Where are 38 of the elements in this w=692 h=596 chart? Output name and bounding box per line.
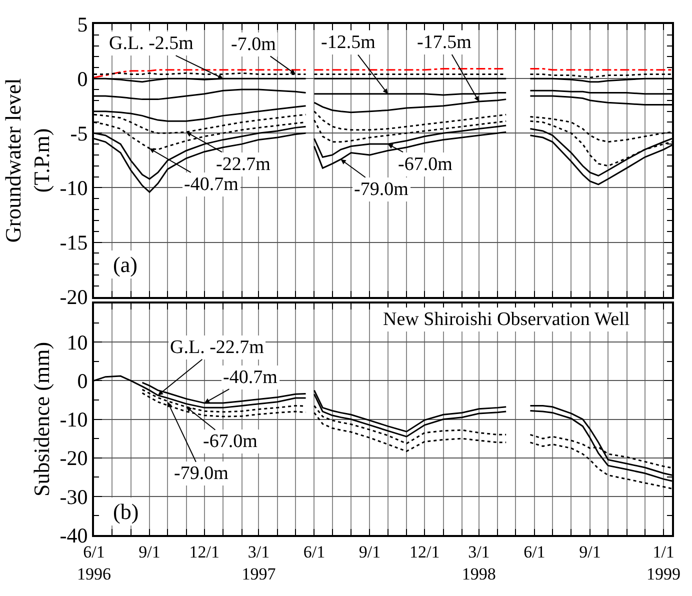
x-tick-label: 6/1: [524, 542, 546, 562]
annotation: -7.0m: [231, 34, 276, 55]
annotation: -17.5m: [417, 32, 472, 53]
x-tick-label: 6/1: [303, 542, 326, 562]
annotation: G.L. -2.5m: [109, 33, 194, 54]
y-tick-label: -15: [60, 230, 88, 255]
annotation: (b): [113, 499, 139, 524]
y-tick-label: 0: [77, 369, 88, 394]
annotation: -22.7m: [216, 154, 271, 175]
y-tick-label: 5: [77, 12, 88, 36]
y-tick-label: -20: [60, 285, 88, 310]
y-tick-label: -10: [60, 408, 88, 432]
y-axis-title: Subsidence (mm): [29, 342, 54, 497]
annotation: New Shiroishi Observation Well: [383, 309, 630, 330]
x-tick-label: 3/1 1998: [462, 542, 496, 584]
x-tick-label: 1/1 1999: [646, 542, 681, 584]
x-tick-label: 9/1: [358, 542, 381, 562]
x-tick-label: 12/1: [410, 542, 440, 562]
y-tick-label: -5: [70, 122, 88, 146]
y-tick-label: -10: [60, 176, 88, 200]
y-tick-label: -20: [60, 446, 88, 470]
y-tick-label: -30: [60, 484, 88, 509]
x-tick-label: 9/1: [138, 542, 160, 562]
annotation: -79.0m: [174, 463, 229, 484]
annotation: -79.0m: [354, 179, 409, 200]
annotation: -40.7m: [223, 367, 278, 388]
annotation: -12.5m: [321, 32, 376, 53]
annotation: G.L. -22.7m: [170, 337, 264, 358]
y-tick-label: 0: [77, 66, 88, 91]
x-tick-label: 9/1: [579, 542, 601, 562]
annotation: (a): [113, 252, 138, 277]
annotation: -67.0m: [398, 154, 453, 175]
annotation: -67.0m: [203, 431, 258, 452]
y-tick-label: 10: [66, 330, 88, 354]
x-tick-label: 12/1: [189, 542, 220, 562]
x-tick-label: 3/1 1997: [242, 542, 276, 584]
y-axis-title: Groundwater level (T.P.m): [0, 78, 54, 243]
annotation: -40.7m: [184, 174, 239, 195]
